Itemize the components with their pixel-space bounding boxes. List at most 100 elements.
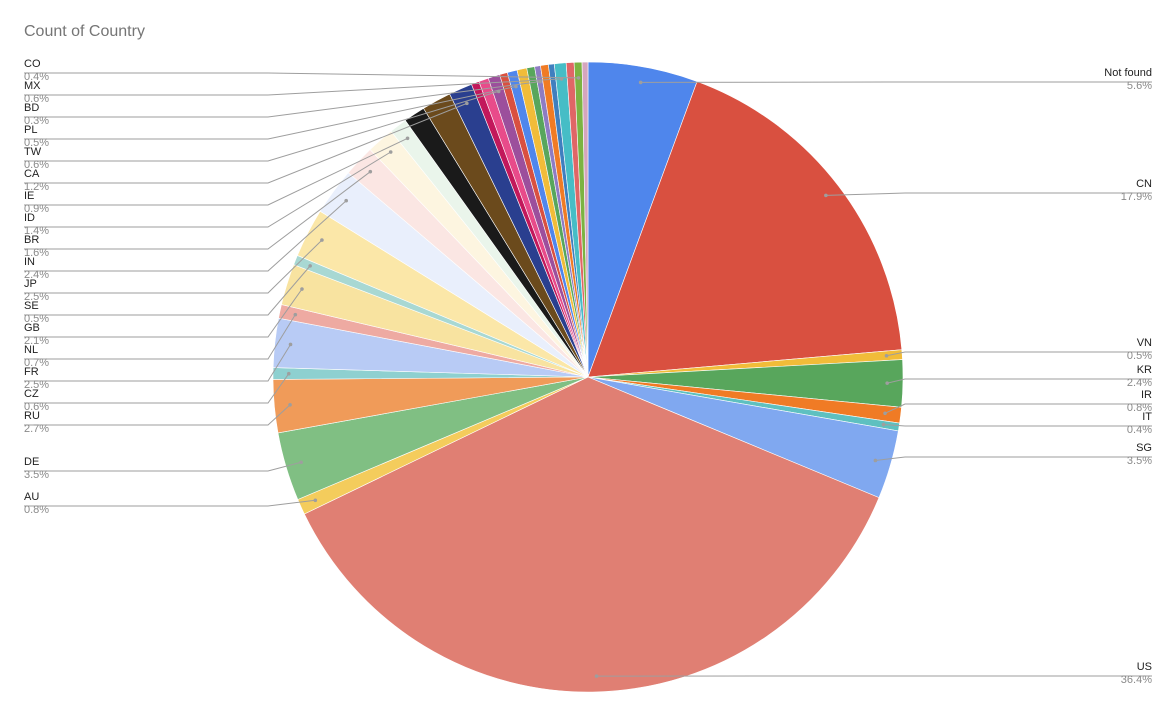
leader-line <box>24 72 579 79</box>
leader-line <box>24 404 291 426</box>
leader-dot <box>873 458 878 463</box>
slice-label: ID <box>24 212 35 224</box>
pie-slice <box>587 81 903 378</box>
leader-line <box>24 81 541 118</box>
leader-line <box>884 403 1152 414</box>
leader-line <box>24 265 311 316</box>
leader-dot <box>824 193 828 198</box>
slice-value-label: 0.8% <box>24 504 49 516</box>
leader-line <box>24 373 290 404</box>
leader-dot <box>313 498 318 503</box>
slice-label: IR <box>1141 389 1152 401</box>
leader-dot <box>299 460 303 465</box>
leader-dot <box>885 381 889 385</box>
leader-line <box>24 288 303 338</box>
slice-value-label: 0.9% <box>24 203 49 215</box>
leader-dot <box>405 136 410 141</box>
leader-dot <box>883 411 887 416</box>
leader-line <box>24 314 296 360</box>
slice-value-label: 1.4% <box>24 225 49 237</box>
leader-line <box>24 171 371 250</box>
slice-label: US <box>1137 661 1152 673</box>
leader-dot <box>638 80 643 85</box>
pie-slice <box>581 61 589 378</box>
slice-value-label: 1.6% <box>24 247 49 259</box>
leader-dot <box>308 264 312 268</box>
slice-value-label: 2.5% <box>24 379 49 391</box>
leader-line <box>24 461 302 472</box>
slice-label: SG <box>1136 442 1152 454</box>
leader-dot <box>368 169 373 174</box>
leader-line <box>24 86 517 140</box>
leader-line <box>24 102 468 184</box>
slice-value-label: 2.4% <box>24 269 49 281</box>
slice-value-label: 0.5% <box>24 137 49 149</box>
pie-slice <box>303 376 880 693</box>
leader-dot <box>286 371 291 376</box>
leader-dot <box>288 403 292 407</box>
slice-value-label: 2.5% <box>24 291 49 303</box>
leader-dot <box>594 674 599 678</box>
slice-value-label: 0.5% <box>1127 350 1152 362</box>
leader-dot <box>881 422 886 427</box>
slice-label: BD <box>24 102 39 114</box>
slice-value-label: 0.6% <box>24 93 49 105</box>
slice-label: FR <box>24 366 39 378</box>
slice-value-label: 3.5% <box>1127 455 1152 467</box>
leader-line <box>24 239 323 294</box>
leader-dot <box>388 150 393 154</box>
slice-label: CA <box>24 168 40 180</box>
leader-dot <box>344 198 348 203</box>
slice-value-label: 17.9% <box>1121 191 1152 203</box>
slice-value-label: 2.4% <box>1127 377 1152 389</box>
leader-line <box>887 378 1152 384</box>
slice-value-label: 0.7% <box>24 357 49 369</box>
slice-label: CO <box>24 58 41 70</box>
leader-dot <box>538 79 542 84</box>
leader-line <box>24 78 562 96</box>
slice-value-label: 0.5% <box>24 313 49 325</box>
leader-line <box>825 192 1152 196</box>
slice-value-label: 3.5% <box>24 469 49 481</box>
slice-value-label: 0.4% <box>1127 424 1152 436</box>
slice-value-label: 0.6% <box>24 159 49 171</box>
leader-line <box>875 456 1152 461</box>
slice-label: GB <box>24 322 40 334</box>
chart-title: Count of Country <box>24 23 145 40</box>
slice-label: NL <box>24 344 38 356</box>
slice-label: Not found <box>1104 67 1152 79</box>
slice-value-label: 2.7% <box>24 423 49 435</box>
slice-label: VN <box>1137 337 1152 349</box>
leader-line <box>886 351 1152 357</box>
leader-dot <box>320 238 324 242</box>
slice-label: IT <box>1142 411 1152 423</box>
leader-dot <box>576 76 581 80</box>
leader-line <box>24 90 499 162</box>
slice-value-label: 5.6% <box>1127 80 1152 92</box>
leader-dot <box>300 287 304 291</box>
slice-label: DE <box>24 456 39 468</box>
slice-value-label: 36.4% <box>1121 674 1152 686</box>
slice-label: MX <box>24 80 41 92</box>
slice-value-label: 1.2% <box>24 181 49 193</box>
slice-label: IN <box>24 256 35 268</box>
slice-label: CN <box>1136 178 1152 190</box>
slice-label: JP <box>24 278 37 290</box>
leader-line <box>883 424 1152 427</box>
slice-value-label: 0.6% <box>24 401 49 413</box>
leader-line <box>24 200 347 272</box>
leader-line <box>24 499 316 507</box>
leader-line <box>24 344 291 382</box>
slice-label: SE <box>24 300 39 312</box>
slice-label: RU <box>24 410 40 422</box>
slice-value-label: 0.8% <box>1127 402 1152 414</box>
leader-dot <box>293 312 298 317</box>
leader-dot <box>514 84 518 89</box>
leader-line <box>24 151 391 228</box>
slice-label: KR <box>1137 364 1152 376</box>
leader-dot <box>884 353 889 358</box>
slice-value-label: 2.1% <box>24 335 49 347</box>
slice-label: TW <box>24 146 42 158</box>
